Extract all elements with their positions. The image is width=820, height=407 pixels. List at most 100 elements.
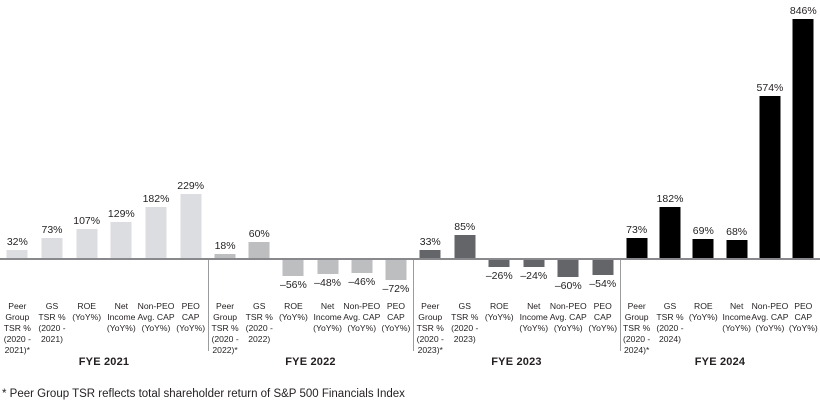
category-label: PEO CAP (YoY%) xyxy=(176,301,206,333)
bar xyxy=(557,260,579,277)
bar-column: 18% Peer Group TSR % (2020 - 2022)* xyxy=(208,0,242,407)
bar-value-label: –46% xyxy=(348,276,376,288)
bar-column: 60% GS TSR % (2020 - 2022) xyxy=(242,0,276,407)
category-label: PEO CAP (YoY%) xyxy=(588,301,618,333)
category-label: Non-PEO Avg. CAP (YoY%) xyxy=(751,301,789,333)
group-separator-line xyxy=(620,259,621,351)
bar-column: 107% ROE (YoY%) xyxy=(69,0,104,407)
bar-value-label: –48% xyxy=(314,277,342,289)
bar-value-label: 85% xyxy=(454,221,476,233)
bar-column: 32% Peer Group TSR % (2020 - 2021)* xyxy=(0,0,35,407)
category-label: GS TSR % (2020 - 2021) xyxy=(38,301,66,344)
bar xyxy=(759,96,781,259)
bar-value-label: 182% xyxy=(656,193,684,205)
category-label: Net Income (YoY%) xyxy=(519,301,549,333)
bar-value-label: 846% xyxy=(789,5,817,17)
bar-column: –26% ROE (YoY%) xyxy=(482,0,517,407)
bar-column: 129% Net Income (YoY%) xyxy=(104,0,139,407)
bar xyxy=(351,260,373,273)
bar-value-label: –60% xyxy=(554,280,582,292)
bar-value-label: 73% xyxy=(41,224,63,236)
bar xyxy=(385,260,407,280)
bar-value-label: 182% xyxy=(142,193,170,205)
category-label: Non-PEO Avg. CAP (YoY%) xyxy=(549,301,587,333)
bar-column: 182% Non-PEO Avg. CAP (YoY%) xyxy=(137,0,174,407)
bar-column: 68% Net Income (YoY%) xyxy=(720,0,753,407)
chart-group-fye-2022: 18% Peer Group TSR % (2020 - 2022)* 60% GS … xyxy=(208,0,413,407)
bar xyxy=(214,254,236,259)
category-label: Non-PEO Avg. CAP (YoY%) xyxy=(137,301,175,333)
bar-value-label: 574% xyxy=(756,82,784,94)
bar-value-label: –24% xyxy=(520,270,548,282)
bar-column: –56% ROE (YoY%) xyxy=(276,0,310,407)
bar-value-label: 33% xyxy=(419,236,441,248)
bar-value-label: –56% xyxy=(279,279,307,291)
bar-value-label: 107% xyxy=(73,215,101,227)
bar-column: 73% GS TSR % (2020 - 2021) xyxy=(35,0,70,407)
bar-value-label: 68% xyxy=(726,226,748,238)
bar xyxy=(592,260,614,275)
bar xyxy=(76,229,98,259)
bar xyxy=(523,260,545,267)
bar xyxy=(145,207,167,259)
bar-value-label: 60% xyxy=(248,228,270,240)
group-caption: FYE 2022 xyxy=(285,356,336,368)
category-label: Net Income (YoY%) xyxy=(106,301,136,333)
bar-column: 846% PEO CAP (YoY%) xyxy=(787,0,820,407)
category-label: PEO CAP (YoY%) xyxy=(788,301,818,333)
group-caption: FYE 2021 xyxy=(78,356,130,368)
category-label: GS TSR % (2020 - 2023) xyxy=(451,301,479,344)
bar-column: –46% Non-PEO Avg. CAP (YoY%) xyxy=(343,0,380,407)
category-label: GS TSR % (2020 - 2022) xyxy=(245,301,273,344)
bar xyxy=(110,222,132,259)
bar-column: –48% Net Income (YoY%) xyxy=(311,0,345,407)
category-label: ROE (YoY%) xyxy=(279,301,308,322)
bar xyxy=(626,238,648,259)
bar xyxy=(792,19,814,259)
group-caption: FYE 2024 xyxy=(694,356,746,368)
bar-column: 229% PEO CAP (YoY%) xyxy=(173,0,208,407)
bar xyxy=(41,238,63,259)
bar-value-label: –26% xyxy=(485,270,513,282)
bar xyxy=(6,250,28,259)
chart-group-fye-2023: 33% Peer Group TSR % (2020 - 2023)* 85% GS … xyxy=(413,0,620,407)
category-label: ROE (YoY%) xyxy=(484,301,514,322)
chart-group-fye-2021: 32% Peer Group TSR % (2020 - 2021)* 73% GS … xyxy=(0,0,208,407)
bar-value-label: 229% xyxy=(177,180,205,192)
category-label: GS TSR % (2020 - 2024) xyxy=(656,301,684,344)
bar xyxy=(180,194,202,259)
bar-value-label: 73% xyxy=(626,224,648,236)
bar-value-label: 18% xyxy=(214,240,236,252)
bar-value-label: 129% xyxy=(107,208,135,220)
bar xyxy=(317,260,339,274)
bar xyxy=(692,239,714,259)
x-axis-line xyxy=(0,258,820,260)
bar-value-label: –72% xyxy=(382,283,410,295)
bar-column: 182% GS TSR % (2020 - 2024) xyxy=(653,0,686,407)
group-caption: FYE 2023 xyxy=(491,356,542,368)
bar xyxy=(419,250,441,259)
bar-column: –72% PEO CAP (YoY%) xyxy=(379,0,413,407)
category-label: PEO CAP (YoY%) xyxy=(381,301,411,333)
bar-column: –60% Non-PEO Avg. CAP (YoY%) xyxy=(550,0,587,407)
category-label: Peer Group TSR % (2020 - 2021)* xyxy=(3,301,31,355)
category-label: Peer Group TSR % (2020 - 2024)* xyxy=(623,301,651,355)
bar xyxy=(488,260,510,267)
group-separator-line xyxy=(208,259,209,351)
bar-column: 574% Non-PEO Avg. CAP (YoY%) xyxy=(751,0,788,407)
category-label: Net Income (YoY%) xyxy=(722,301,752,333)
bar xyxy=(726,240,748,259)
category-label: ROE (YoY%) xyxy=(72,301,102,322)
bar-value-label: –54% xyxy=(589,278,617,290)
category-label: Peer Group TSR % (2020 - 2022)* xyxy=(211,301,239,355)
bar-column: 85% GS TSR % (2020 - 2023) xyxy=(448,0,483,407)
bar-column: –54% PEO CAP (YoY%) xyxy=(586,0,621,407)
bar-value-label: 69% xyxy=(692,225,714,237)
footnote: * Peer Group TSR reflects total sharehol… xyxy=(2,388,405,400)
bar xyxy=(454,235,476,259)
bar-column: 33% Peer Group TSR % (2020 - 2023)* xyxy=(413,0,448,407)
bar-column: –24% Net Income (YoY%) xyxy=(517,0,552,407)
group-separator-line xyxy=(413,259,414,351)
